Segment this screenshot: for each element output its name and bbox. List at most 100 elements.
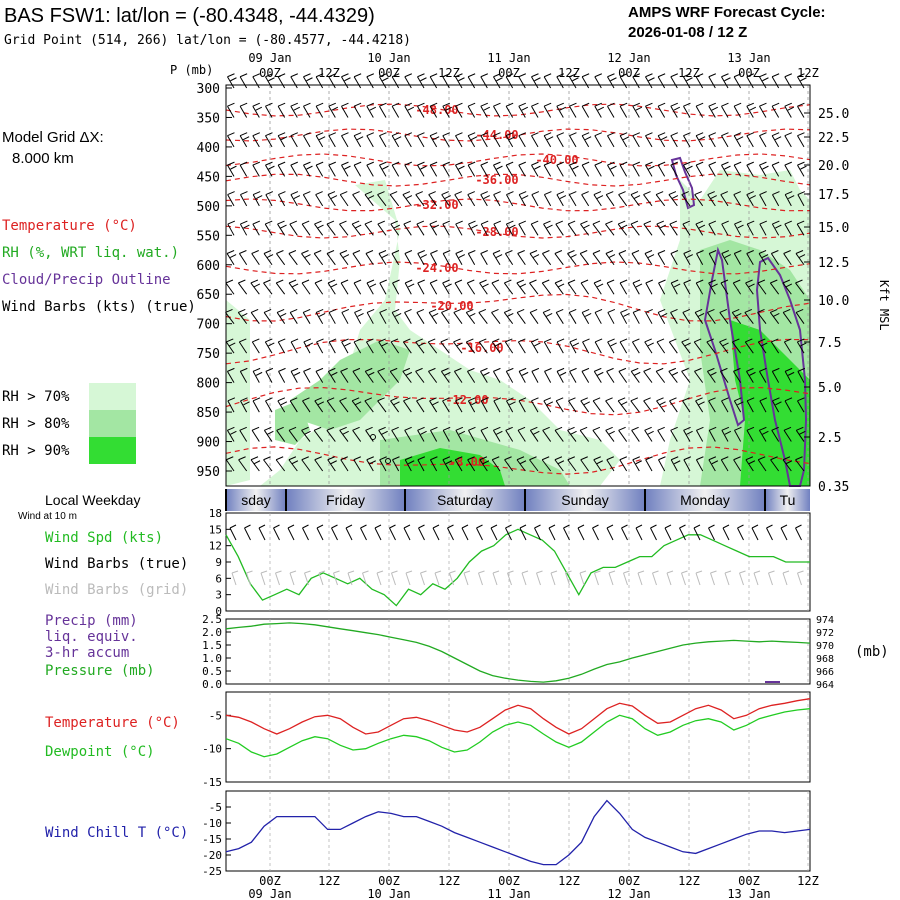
wind-barb: [326, 250, 336, 266]
wind-barb: [531, 397, 539, 413]
pressure-tick-300: 300: [197, 82, 220, 97]
wind-barb: [554, 250, 564, 266]
wind-barb: [644, 426, 654, 442]
wind-barb: [377, 191, 387, 207]
wind-barb: [708, 161, 717, 177]
wind-barb: [240, 191, 248, 207]
wind-barb: [478, 308, 488, 324]
wind-barb: [630, 191, 641, 207]
wind-barb: [341, 132, 349, 148]
isotherm-1: [225, 128, 811, 142]
wind-barb: [543, 73, 552, 89]
wind-barb: [240, 397, 250, 413]
wind-barb: [226, 250, 237, 266]
wind-barb: [237, 308, 248, 324]
wind-barb: [556, 102, 567, 118]
wind-barb: [631, 338, 640, 354]
wind-barb: [719, 308, 729, 324]
wind-barb: [455, 161, 465, 177]
wind-barb: [631, 426, 640, 442]
surface-grid-barb: [681, 570, 688, 586]
p1-ytick-1: 3: [215, 589, 222, 602]
wind-barb: [250, 456, 261, 472]
wind-barb: [276, 250, 286, 266]
wind-barb: [288, 426, 298, 442]
isotherm-label-7: -20.00: [430, 299, 473, 313]
wind-barb: [442, 161, 451, 177]
wind-barb: [316, 338, 324, 354]
wind-barb: [758, 250, 769, 266]
wind-barb: [784, 220, 793, 236]
wind-barb: [630, 220, 640, 236]
wind-barb: [251, 250, 260, 266]
wind-barb: [720, 279, 729, 295]
wind-barb: [250, 308, 260, 324]
label-dewpoint: Dewpoint (°C): [45, 744, 155, 760]
top-date-0: 09 Jan: [248, 51, 291, 65]
wind-barb: [733, 132, 744, 148]
wind-barb: [607, 338, 617, 354]
wind-barb: [289, 308, 298, 324]
top-hour-6: 00Z: [618, 66, 640, 80]
wind-barb: [567, 426, 577, 442]
wind-barb: [658, 456, 666, 472]
wind-barb: [544, 367, 552, 383]
wind-barb: [252, 397, 261, 413]
p2-ytick-5: 2.5: [202, 613, 222, 626]
wind-barb: [364, 220, 374, 236]
wind-barb: [504, 250, 514, 266]
wind-barb: [378, 338, 388, 354]
wind-barb: [617, 220, 628, 236]
wind-barb: [404, 73, 413, 89]
wind-barb: [732, 279, 742, 295]
wind-barb: [303, 132, 311, 148]
wind-barb: [605, 250, 616, 266]
wind-barb: [315, 367, 324, 383]
p2-ytick-0: 0.0: [202, 678, 222, 691]
wind-barb: [733, 102, 742, 118]
wind-barb: [683, 426, 693, 442]
wind-barb: [252, 220, 261, 236]
surface-wind-barb: [679, 524, 686, 541]
wind-barb: [554, 426, 564, 442]
wind-barb: [606, 367, 615, 383]
pressure-line: [225, 622, 811, 683]
wind-barb: [746, 102, 757, 118]
surface-grid-barb: [652, 570, 659, 586]
bottom-date-4: 13 Jan: [727, 887, 770, 900]
wind-barb: [543, 161, 552, 177]
wind-barb: [734, 426, 742, 442]
wind-barb: [352, 426, 362, 442]
wind-barb: [277, 102, 286, 118]
label-wind-barbs-grid: Wind Barbs (grid): [45, 582, 188, 598]
isotherm-5: [225, 225, 811, 239]
p4-ytick-0: -25: [202, 865, 222, 878]
wind-barb: [290, 367, 301, 383]
p4-ytick-2: -15: [202, 833, 222, 846]
wind-barb: [353, 161, 362, 177]
wind-barb: [581, 161, 590, 177]
wind-barb: [468, 220, 478, 236]
wind-barb: [227, 132, 235, 148]
wind-barb: [416, 308, 425, 324]
wind-barb: [795, 250, 806, 266]
wind-barb: [506, 397, 516, 413]
wind-barb: [593, 456, 603, 472]
wind-barb: [377, 220, 387, 236]
wind-barb: [594, 73, 603, 89]
surface-wind-barb: [693, 524, 701, 541]
wind-barb: [429, 456, 438, 472]
wind-barb: [645, 279, 654, 295]
wind-barb: [326, 220, 336, 236]
wind-barb: [579, 250, 590, 266]
wind-barb: [466, 279, 476, 295]
wind-barb: [417, 279, 425, 295]
wind-barb: [795, 456, 805, 472]
wind-barb: [493, 102, 501, 118]
wind-barb: [278, 367, 286, 383]
wind-barb: [288, 279, 299, 295]
wind-barb: [531, 191, 540, 207]
wind-barb: [328, 132, 337, 148]
